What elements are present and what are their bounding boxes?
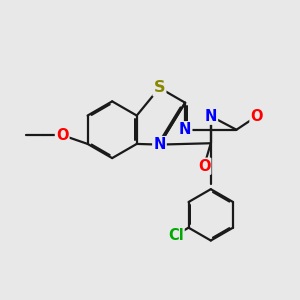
Text: O: O bbox=[250, 109, 263, 124]
Text: O: O bbox=[198, 159, 210, 174]
Text: S: S bbox=[154, 80, 165, 95]
Text: N: N bbox=[179, 122, 191, 137]
Text: N: N bbox=[205, 109, 217, 124]
Text: Cl: Cl bbox=[168, 228, 184, 243]
Text: O: O bbox=[56, 128, 68, 142]
Text: N: N bbox=[153, 137, 166, 152]
